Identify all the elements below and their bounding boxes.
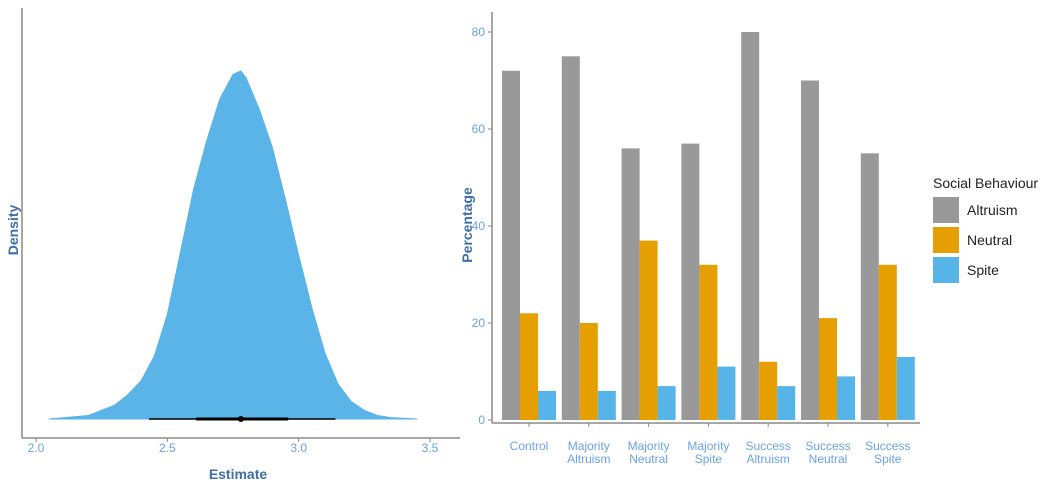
point-estimate-dot: [237, 416, 244, 422]
right-x-tick-label: Majority Spite: [687, 439, 729, 466]
right-x-tick-label-line: Control: [510, 439, 549, 453]
bar-spite: [896, 356, 915, 420]
bar-neutral: [878, 264, 897, 420]
bar-neutral: [819, 318, 837, 420]
bar-neutral: [579, 323, 598, 420]
right-x-tick-label-line: Majority: [568, 439, 610, 453]
bars: [502, 32, 915, 421]
bar-spite: [777, 386, 796, 420]
legend-items: Altruism Neutral Spite: [933, 197, 1018, 283]
legend-label-spite: Spite: [967, 262, 999, 278]
right-x-tick-label: Control: [510, 439, 549, 453]
right-x-tick-label-line: Majority: [687, 439, 729, 453]
legend-label-altruism: Altruism: [967, 202, 1018, 218]
bar-spite: [538, 390, 556, 420]
density-area: [48, 70, 418, 420]
left-x-tick-label: 3.5: [422, 441, 439, 455]
density-panel: 2.0 2.5 3.0 3.5 Estimate Density: [5, 8, 460, 482]
legend: Social Behaviour Altruism Neutral Spite: [933, 175, 1038, 283]
left-x-ticks: 2.0 2.5 3.0 3.5: [28, 438, 439, 455]
right-x-tick-label-line: Success: [805, 439, 850, 453]
right-x-tick-label-line: Spite: [874, 452, 902, 466]
right-x-tick-label-line: Altruism: [747, 452, 790, 466]
bar-altruism: [561, 56, 580, 421]
right-x-tick-label: Success Spite: [865, 439, 910, 466]
right-x-tick-label-line: Altruism: [567, 452, 610, 466]
right-x-tick-label-line: Spite: [695, 452, 723, 466]
right-x-tick-label-line: Neutral: [629, 452, 668, 466]
right-x-tick-label: Success Altruism: [746, 439, 791, 466]
right-y-tick-label: 40: [472, 219, 486, 233]
bar-neutral: [759, 361, 778, 420]
right-y-tick-label: 80: [472, 25, 486, 39]
bar-spite: [837, 376, 855, 420]
right-x-tick-label-line: Majority: [628, 439, 670, 453]
bar-altruism: [801, 80, 819, 420]
legend-key-altruism: [933, 197, 959, 223]
bar-altruism: [621, 148, 640, 420]
bar-spite: [657, 386, 676, 420]
bar-altruism: [741, 32, 760, 420]
legend-title: Social Behaviour: [933, 175, 1038, 191]
bar-altruism: [681, 143, 700, 420]
left-x-tick-label: 2.0: [28, 441, 45, 455]
bar-spite: [597, 390, 616, 420]
right-y-ticks: 0 20 40 60 80: [472, 25, 492, 427]
right-x-tick-label-line: Success: [746, 439, 791, 453]
legend-label-neutral: Neutral: [967, 232, 1012, 248]
right-y-tick-label: 20: [472, 316, 486, 330]
bar-altruism: [860, 153, 879, 421]
left-x-tick-label: 2.5: [159, 441, 176, 455]
right-x-tick-label: Majority Neutral: [628, 439, 670, 466]
right-y-tick-label: 60: [472, 122, 486, 136]
right-y-axis-label: Percentage: [459, 187, 475, 263]
bar-altruism: [502, 70, 520, 421]
legend-key-spite: [933, 257, 959, 283]
right-x-tick-label-line: Neutral: [809, 452, 848, 466]
bar-spite: [717, 366, 736, 420]
left-y-axis-label: Density: [5, 205, 21, 256]
right-x-tick-label: Majority Altruism: [567, 439, 610, 466]
right-y-tick-label: 0: [478, 413, 485, 427]
right-x-tick-label: Success Neutral: [805, 439, 850, 466]
legend-key-neutral: [933, 227, 959, 253]
right-x-tick-label-line: Success: [865, 439, 910, 453]
left-x-axis-label: Estimate: [209, 466, 268, 482]
bar-neutral: [639, 240, 658, 420]
bar-neutral: [520, 313, 538, 420]
bar-neutral: [699, 264, 718, 420]
left-x-tick-label: 3.0: [290, 441, 307, 455]
